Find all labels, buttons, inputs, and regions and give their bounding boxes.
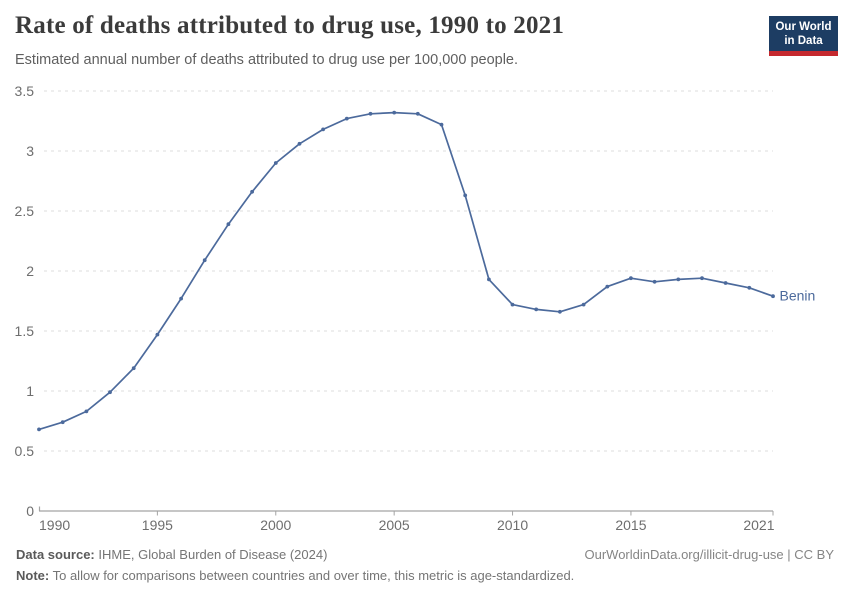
data-point[interactable] — [510, 302, 515, 307]
chart-footer: Data source: IHME, Global Burden of Dise… — [16, 547, 834, 584]
data-point[interactable] — [392, 110, 397, 115]
y-tick-label: 3 — [26, 143, 34, 159]
data-point[interactable] — [605, 284, 610, 289]
data-point[interactable] — [60, 420, 65, 425]
data-point[interactable] — [487, 277, 491, 282]
x-tick-label: 2015 — [615, 517, 646, 533]
data-point[interactable] — [155, 332, 160, 337]
data-source-label: Data source: — [16, 547, 95, 562]
line-chart-plot[interactable]: 0 0.5 1 1.5 2 2.5 3 3.5 1990 1995 2000 2005 2010 2015… — [0, 0, 850, 540]
logo-line-2: in Data — [784, 35, 823, 47]
data-point[interactable] — [558, 309, 562, 314]
y-tick-label: 0.5 — [15, 443, 35, 459]
chart-subtitle: Estimated annual number of deaths attrib… — [15, 52, 519, 68]
y-tick-label: 0 — [26, 503, 34, 519]
data-point[interactable] — [108, 390, 112, 395]
data-point[interactable] — [652, 279, 657, 284]
note-label: Note: — [16, 568, 50, 583]
data-point[interactable] — [676, 277, 681, 282]
attribution-link[interactable]: OurWorldinData.org/illicit-drug-use | CC… — [584, 547, 835, 562]
data-point[interactable] — [84, 409, 89, 414]
y-tick-label: 1.5 — [15, 323, 35, 339]
data-source-value: IHME, Global Burden of Disease (2024) — [98, 547, 328, 562]
y-tick-label: 3.5 — [15, 83, 35, 99]
data-point[interactable] — [344, 116, 349, 121]
data-point[interactable] — [723, 281, 728, 285]
data-point[interactable] — [179, 296, 184, 301]
data-point[interactable] — [771, 294, 775, 299]
y-tick-label: 2 — [26, 263, 34, 279]
data-source: Data source: IHME, Global Burden of Dise… — [16, 547, 327, 563]
y-tick-label: 1 — [26, 383, 34, 399]
series-line[interactable] — [38, 111, 774, 431]
data-point[interactable] — [250, 189, 255, 194]
data-point[interactable] — [700, 276, 704, 281]
data-point[interactable] — [439, 122, 444, 127]
page-title: Rate of deaths attributed to drug use, 1… — [15, 12, 565, 39]
data-point[interactable] — [581, 302, 586, 307]
x-tick-label: 2021 — [743, 517, 774, 533]
y-tick-label: 2.5 — [15, 203, 35, 219]
x-tick-label: 2010 — [497, 517, 528, 533]
data-point[interactable] — [368, 111, 373, 116]
data-point[interactable] — [534, 307, 539, 312]
x-tick-label: 1995 — [142, 517, 173, 533]
data-point[interactable] — [747, 285, 752, 290]
x-tick-label: 2005 — [379, 517, 410, 533]
data-point[interactable] — [273, 161, 278, 165]
footer-note: Note: To allow for comparisons between c… — [16, 568, 834, 584]
data-point[interactable] — [131, 366, 136, 371]
data-point[interactable] — [415, 111, 420, 116]
data-point[interactable] — [321, 127, 325, 132]
data-point[interactable] — [629, 276, 633, 281]
data-point[interactable] — [463, 193, 468, 198]
data-point[interactable] — [202, 258, 207, 263]
logo-line-1: Our World — [775, 21, 832, 33]
owid-logo: Our World in Data — [769, 16, 838, 56]
x-tick-label: 2000 — [260, 517, 291, 533]
data-point[interactable] — [37, 427, 41, 432]
data-point[interactable] — [297, 141, 302, 146]
data-point[interactable] — [226, 222, 231, 227]
x-tick-label: 1990 — [39, 517, 70, 533]
note-value: To allow for comparisons between countri… — [52, 568, 575, 583]
series-end-label[interactable]: Benin — [780, 288, 816, 304]
